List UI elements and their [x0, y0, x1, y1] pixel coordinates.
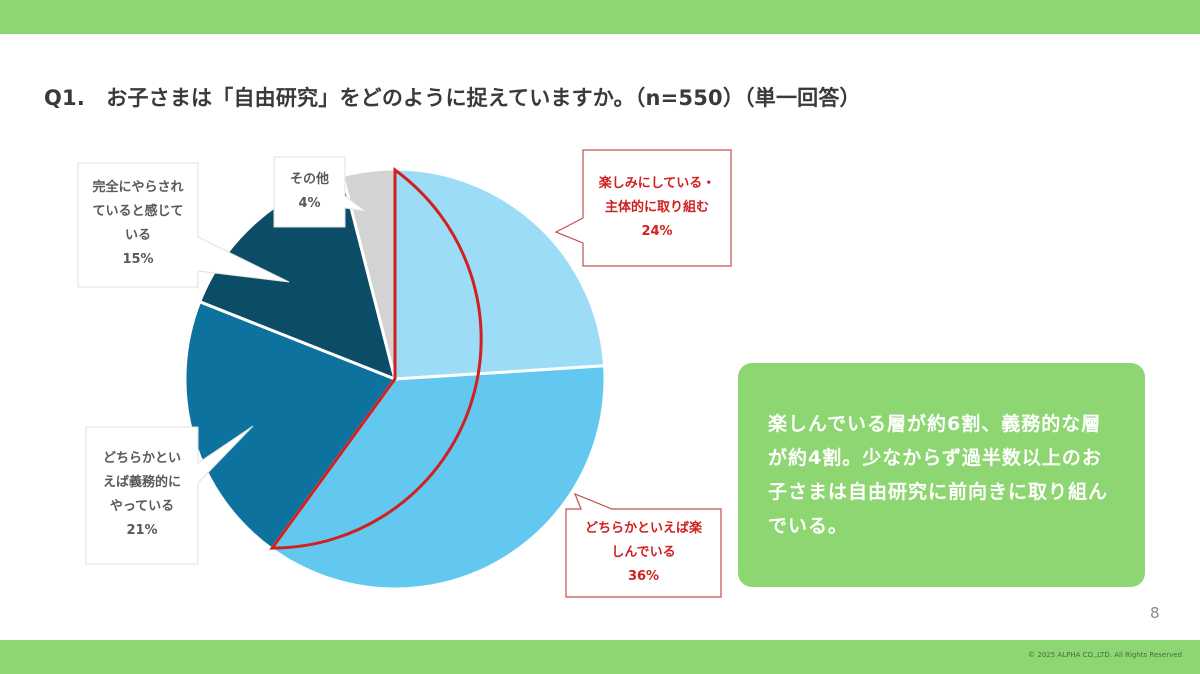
callout-box-somewhat-enjoy [565, 492, 722, 598]
callout-box-other [273, 156, 366, 228]
callout-somewhat-obligation-label-3: やっている [109, 499, 175, 514]
callout-somewhat-enjoy: どちらかといえば楽 しんでいる 36% [566, 517, 721, 589]
callout-forced-label-1: 完全にやらされ [92, 180, 184, 195]
callout-enjoy-pct: 24% [641, 224, 673, 239]
copyright-text: © 2025 ALPHA CO.,LTD. All Rights Reserve… [1028, 651, 1182, 659]
callout-box-enjoy [554, 149, 732, 267]
callout-forced: 完全にやらされ ていると感じて いる 15% [78, 176, 198, 272]
callout-other: その他 4% [274, 168, 345, 216]
callout-somewhat-obligation: どちらかとい えば義務的に やっている 21% [86, 447, 198, 543]
callout-enjoy: 楽しみにしている・ 主体的に取り組む 24% [583, 172, 731, 244]
callout-somewhat-enjoy-label-2: しんでいる [611, 545, 676, 560]
callout-somewhat-enjoy-label-1: どちらかといえば楽 [584, 521, 702, 536]
callout-other-label: その他 [289, 172, 329, 187]
header-bar [0, 0, 1200, 34]
summary-box: 楽しんでいる層が約6割、義務的な層が約4割。少なからず過半数以上のお子さまは自由… [738, 363, 1145, 587]
slice-somewhat-enjoy [269, 364, 607, 591]
callout-forced-label-2: ていると感じて [92, 204, 184, 219]
page-number: 8 [1150, 604, 1160, 622]
callout-somewhat-enjoy-pct: 36% [627, 569, 660, 584]
callout-other-pct: 4% [298, 196, 321, 211]
callout-box-forced [77, 162, 290, 288]
callout-forced-pct: 15% [122, 252, 154, 267]
callout-enjoy-label-1: 楽しみにしている・ [598, 176, 716, 191]
callout-somewhat-obligation-label-1: どちらかとい [102, 451, 181, 466]
callout-enjoy-label-2: 主体的に取り組む [604, 200, 709, 215]
footer-bar [0, 640, 1200, 674]
callout-somewhat-obligation-label-2: えば義務的に [102, 475, 181, 490]
page-title: Q1. お子さまは「自由研究」をどのように捉えていますか。（n=550）（単一回… [44, 86, 861, 110]
slice-enjoy [393, 167, 607, 381]
summary-text: 楽しんでいる層が約6割、義務的な層が約4割。少なからず過半数以上のお子さまは自由… [768, 413, 1109, 537]
callout-box-somewhat-obligation [85, 425, 254, 565]
highlight-outline [269, 167, 483, 550]
callout-forced-label-3: いる [124, 228, 151, 243]
callout-somewhat-obligation-pct: 21% [126, 523, 158, 538]
